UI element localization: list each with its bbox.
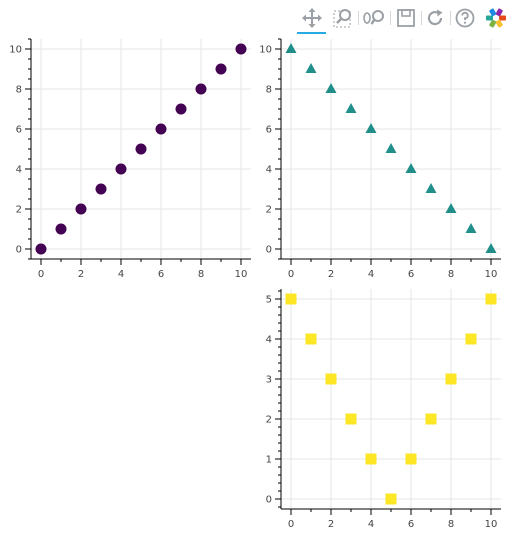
- y-tick-label: 2: [266, 415, 272, 426]
- y-tick-label: 10: [9, 45, 22, 56]
- active-tool-indicator: [297, 32, 326, 34]
- data-point[interactable]: [155, 123, 167, 135]
- y-tick-label: 0: [16, 245, 22, 256]
- data-point[interactable]: [365, 123, 377, 133]
- toolbar-separator: [390, 11, 391, 25]
- data-point[interactable]: [235, 43, 247, 55]
- data-point[interactable]: [285, 43, 297, 53]
- x-tick-label: 2: [78, 269, 84, 280]
- y-tick-label: 0: [266, 495, 272, 506]
- y-tick-label: 4: [266, 165, 272, 176]
- toolbar: [295, 2, 513, 36]
- wheel-zoom-tool[interactable]: [361, 2, 387, 34]
- data-point[interactable]: [215, 63, 227, 75]
- scatter-series: [285, 293, 497, 505]
- reset-icon: [427, 9, 443, 26]
- data-point[interactable]: [465, 333, 477, 345]
- y-tick-label: 2: [266, 205, 272, 216]
- y-tick-label: 1: [266, 455, 272, 466]
- data-point[interactable]: [35, 243, 47, 255]
- x-tick-label: 0: [288, 269, 294, 280]
- save-tool[interactable]: [394, 2, 418, 34]
- save-icon: [397, 9, 415, 27]
- x-tick-label: 8: [448, 269, 454, 280]
- x-tick-label: 10: [485, 519, 498, 530]
- reset-tool[interactable]: [423, 2, 447, 34]
- bokeh-logo[interactable]: [483, 2, 509, 34]
- x-tick-label: 10: [485, 269, 498, 280]
- data-point[interactable]: [485, 293, 497, 305]
- y-tick-label: 5: [266, 295, 272, 306]
- y-tick-label: 6: [266, 125, 272, 136]
- data-point[interactable]: [135, 143, 147, 155]
- x-tick-label: 10: [235, 269, 248, 280]
- bokeh-logo-icon: [486, 8, 506, 28]
- toolbar-separator: [450, 11, 451, 25]
- plot-1[interactable]: 0 2 4 6 8 10 0 2 4 6 8 10: [9, 38, 251, 280]
- box-zoom-tool[interactable]: [331, 2, 355, 34]
- y-tick-label: 10: [259, 45, 272, 56]
- scatter-series: [285, 43, 497, 253]
- x-tick-label: 0: [288, 519, 294, 530]
- x-tick-label: 8: [198, 269, 204, 280]
- pan-tool[interactable]: [297, 2, 326, 34]
- data-point[interactable]: [385, 143, 397, 153]
- y-tick-label: 6: [16, 125, 22, 136]
- data-point[interactable]: [445, 203, 457, 213]
- data-point[interactable]: [55, 223, 67, 235]
- data-point[interactable]: [305, 333, 317, 345]
- data-point[interactable]: [325, 373, 337, 385]
- data-point[interactable]: [305, 63, 317, 73]
- box-zoom-icon: [333, 9, 351, 28]
- plot-area: [281, 289, 501, 509]
- data-point[interactable]: [465, 223, 477, 233]
- data-point[interactable]: [325, 83, 337, 93]
- data-point[interactable]: [405, 453, 417, 465]
- plot-2[interactable]: 0 2 4 6 8 10 0 2 4 6 8 10: [259, 38, 501, 280]
- y-tick-label: 4: [266, 335, 272, 346]
- x-tick-label: 4: [118, 269, 124, 280]
- data-point[interactable]: [405, 163, 417, 173]
- x-tick-label: 4: [368, 519, 374, 530]
- y-tick-label: 8: [16, 85, 22, 96]
- help-icon: [455, 8, 475, 28]
- y-tick-label: 8: [266, 85, 272, 96]
- help-tool[interactable]: [453, 2, 477, 34]
- x-tick-label: 8: [448, 519, 454, 530]
- x-tick-label: 2: [328, 269, 334, 280]
- x-tick-label: 6: [158, 269, 164, 280]
- x-tick-label: 4: [368, 269, 374, 280]
- y-tick-label: 2: [16, 205, 22, 216]
- toolbar-separator: [358, 11, 359, 25]
- data-point[interactable]: [195, 83, 207, 95]
- data-point[interactable]: [115, 163, 127, 175]
- wheel-zoom-icon: [363, 10, 384, 25]
- data-point[interactable]: [345, 413, 357, 425]
- y-tick-label: 0: [266, 245, 272, 256]
- data-point[interactable]: [485, 243, 497, 253]
- x-tick-label: 0: [38, 269, 44, 280]
- y-tick-label: 3: [266, 375, 272, 386]
- data-point[interactable]: [445, 373, 457, 385]
- x-tick-label: 6: [408, 269, 414, 280]
- data-point[interactable]: [425, 413, 437, 425]
- y-tick-label: 4: [16, 165, 22, 176]
- x-tick-label: 2: [328, 519, 334, 530]
- x-tick-label: 6: [408, 519, 414, 530]
- data-point[interactable]: [425, 183, 437, 193]
- data-point[interactable]: [95, 183, 107, 195]
- data-point[interactable]: [285, 293, 297, 305]
- data-point[interactable]: [75, 203, 87, 215]
- toolbar-separator: [421, 11, 422, 25]
- plot-3[interactable]: 0 2 4 6 8 10 0 1 2 3 4 5: [266, 289, 501, 530]
- pan-icon: [301, 8, 322, 28]
- data-point[interactable]: [345, 103, 357, 113]
- data-point[interactable]: [385, 493, 397, 505]
- scatter-series: [35, 43, 247, 255]
- data-point[interactable]: [175, 103, 187, 115]
- data-point[interactable]: [365, 453, 377, 465]
